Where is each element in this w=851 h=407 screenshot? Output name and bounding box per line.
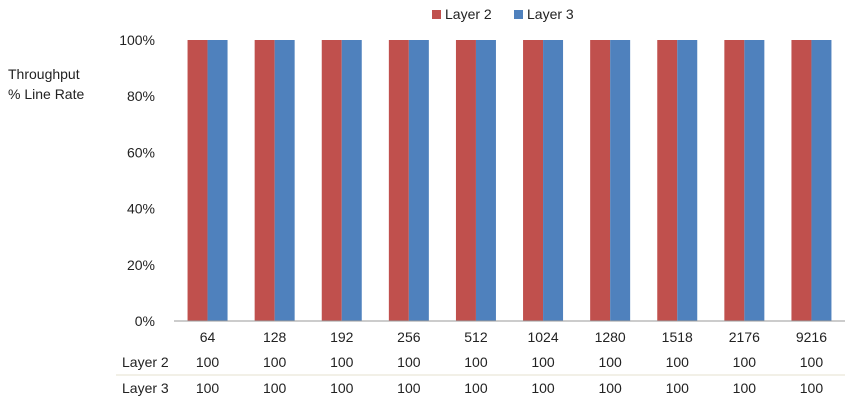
y-axis-title: Throughput % Line Rate [8,66,84,102]
bar-layer3-1518 [677,40,698,321]
bar-layer2-128 [254,40,275,321]
bar-layer3-192 [341,40,362,321]
table-cell: 100 [531,380,555,396]
y-tick-label: 0% [135,313,155,329]
table-cell: 100 [196,354,220,370]
table-cell: 100 [464,380,488,396]
table-cell: 100 [598,354,622,370]
table-cell: 100 [397,380,421,396]
bar-layer3-128 [274,40,295,321]
x-tick-label: 1280 [595,329,626,345]
table-row-label: Layer 3 [122,380,169,396]
table-cell: 100 [263,354,287,370]
table-cell: 100 [330,380,354,396]
table-cell: 100 [397,354,421,370]
bar-layer2-9216 [791,40,812,321]
x-tick-label: 64 [200,329,216,345]
y-tick-label: 20% [127,257,155,273]
legend-label-layer2: Layer 2 [445,6,492,22]
bar-layer3-2176 [744,40,765,321]
table-cell: 100 [263,380,287,396]
bar-layer2-1024 [523,40,544,321]
table-cell: 100 [733,354,757,370]
y-tick-label: 40% [127,201,155,217]
table-cell: 100 [733,380,757,396]
legend-swatch-layer3 [514,10,523,19]
x-tick-label: 512 [464,329,488,345]
table-cell: 100 [464,354,488,370]
bar-layer2-192 [321,40,342,321]
table-cell: 100 [531,354,555,370]
y-tick-label: 100% [119,32,155,48]
table-cell: 100 [800,354,824,370]
legend-swatch-layer2 [432,10,441,19]
table-cell: 100 [800,380,824,396]
x-tick-label: 2176 [729,329,760,345]
x-axis-labels: 64 128 192 256 512 1024 1280 1518 2176 9216 [200,329,827,345]
bar-layer3-1280 [610,40,631,321]
bar-layer2-1280 [590,40,611,321]
x-tick-label: 9216 [796,329,827,345]
table-cell: 100 [196,380,220,396]
table-cell: 100 [666,354,690,370]
bar-layer2-256 [388,40,409,321]
legend: Layer 2 Layer 3 [432,6,574,22]
y-axis-ticks: 0% 20% 40% 60% 80% 100% [119,32,155,329]
bar-layer3-512 [475,40,496,321]
y-axis-title-line2: % Line Rate [8,86,84,102]
bar-layer3-1024 [543,40,564,321]
bar-layer2-512 [455,40,476,321]
y-tick-label: 60% [127,144,155,160]
bar-layer3-64 [207,40,228,321]
bars [187,40,832,321]
bar-layer2-2176 [724,40,745,321]
x-tick-label: 1024 [527,329,558,345]
table-cell: 100 [666,380,690,396]
table-cell: 100 [330,354,354,370]
bar-layer3-256 [408,40,429,321]
bar-layer2-64 [187,40,208,321]
y-axis-title-line1: Throughput [8,66,80,82]
table-cell: 100 [598,380,622,396]
y-tick-label: 80% [127,88,155,104]
x-tick-label: 128 [263,329,287,345]
x-tick-label: 192 [330,329,354,345]
legend-label-layer3: Layer 3 [527,6,574,22]
bar-layer2-1518 [657,40,678,321]
data-table: Layer 2 100 100 100 100 100 100 100 100 100 100 Lay… [116,354,845,396]
x-tick-label: 256 [397,329,421,345]
table-row-label: Layer 2 [122,354,169,370]
bar-layer3-9216 [811,40,832,321]
x-tick-label: 1518 [662,329,693,345]
